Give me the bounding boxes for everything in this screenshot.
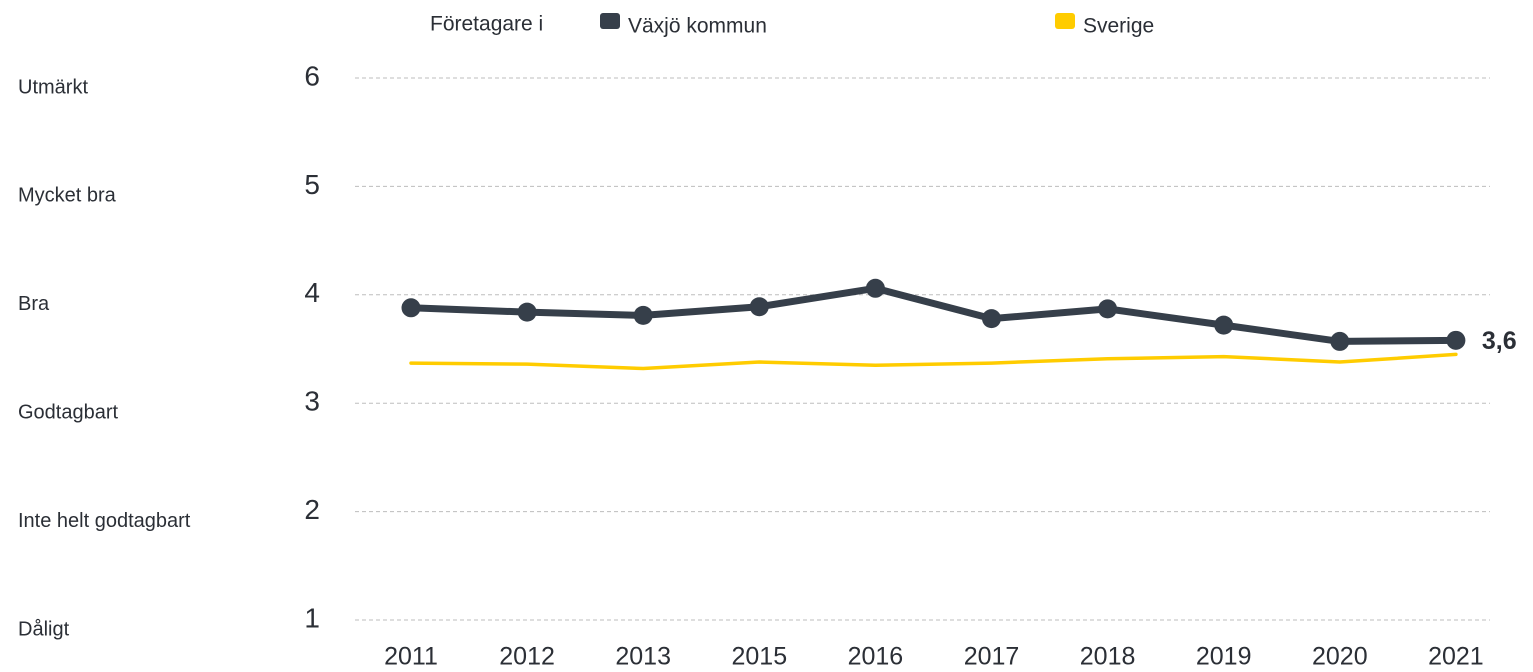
x-tick-label: 2019: [1196, 643, 1252, 671]
legend-label: Sverige: [1083, 15, 1154, 38]
y-tick-label: 5: [304, 169, 320, 200]
x-tick-label: 2015: [731, 643, 787, 671]
point: [1446, 330, 1466, 350]
point: [865, 278, 885, 298]
legend-title: Företagare i: [430, 13, 543, 36]
point: [1330, 331, 1350, 351]
legend-swatch: [1055, 13, 1075, 29]
y-category-label: Bra: [18, 293, 50, 315]
point: [1098, 299, 1118, 319]
point: [517, 302, 537, 322]
y-category-label: Utmärkt: [18, 76, 88, 98]
y-tick-label: 4: [304, 277, 320, 308]
y-tick-label: 6: [304, 60, 320, 91]
x-tick-label: 2016: [848, 643, 904, 671]
x-tick-label: 2017: [964, 643, 1020, 671]
x-tick-label: 2018: [1080, 643, 1136, 671]
x-tick-label: 2012: [499, 643, 555, 671]
x-tick-label: 2013: [615, 643, 671, 671]
y-category-label: Dåligt: [18, 618, 70, 640]
legend-swatch: [600, 13, 620, 29]
y-category-label: Inte helt godtagbart: [18, 510, 191, 532]
y-tick-label: 2: [304, 494, 320, 525]
legend-label: Växjö kommun: [628, 15, 767, 38]
series-line: [409, 352, 1458, 371]
y-category-label: Mycket bra: [18, 185, 117, 207]
y-category-label: Godtagbart: [18, 401, 119, 423]
y-tick-label: 1: [304, 602, 320, 633]
point: [982, 309, 1001, 329]
point: [633, 305, 653, 325]
data-label: 3,6: [1482, 327, 1517, 355]
y-tick-label: 3: [304, 386, 320, 417]
point: [401, 298, 421, 318]
series-line: [407, 284, 1460, 345]
point: [749, 297, 769, 317]
point: [1214, 315, 1234, 335]
x-tick-label: 2011: [384, 643, 438, 671]
x-tick-label: 2020: [1312, 643, 1368, 671]
x-tick-label: 2021: [1428, 643, 1484, 671]
